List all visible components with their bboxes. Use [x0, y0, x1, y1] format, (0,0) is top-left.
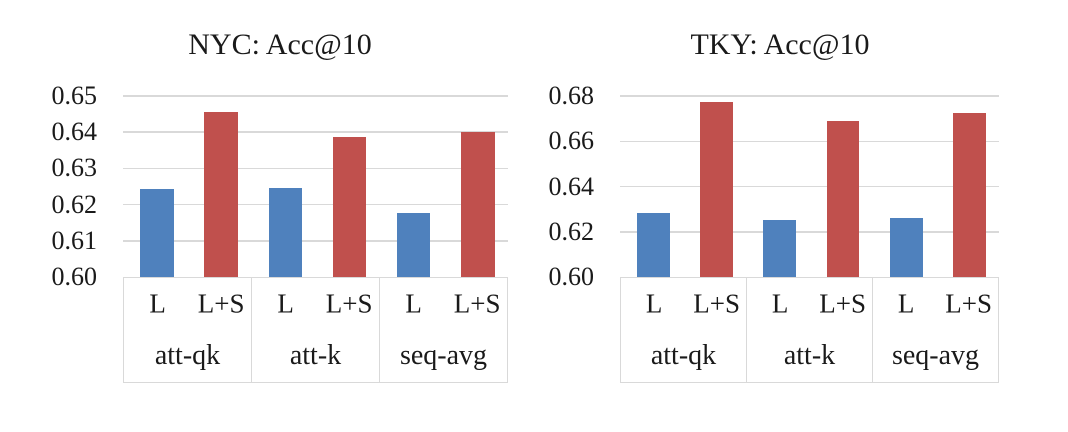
chart-tky-acc10: TKY: Acc@10 0.68 0.66 0.64 0.62 0.60 L L+S att-q… — [540, 10, 1020, 420]
bar-label-L+S: L+S — [453, 288, 501, 319]
bar-label-L+S: L+S — [945, 288, 992, 319]
chart-nyc-acc10: NYC: Acc@10 0.65 0.64 0.63 0.62 0.61 0.60 L L+S a… — [40, 10, 520, 420]
category-label-att-qk: att-qk — [650, 340, 717, 371]
bar-L-seq-avg — [889, 217, 923, 277]
category-group-seq-avg: L L+S seq-avg — [873, 278, 998, 382]
bar-label-row: L L+S — [380, 278, 507, 330]
y-axis-tick-label: 0.61 — [51, 225, 98, 255]
category-axis: L L+S att-qk L L+S att-k L L+S seq-avg — [123, 277, 508, 383]
category-label-att-k: att-k — [289, 340, 342, 371]
y-axis-tick-label: 0.62 — [548, 216, 595, 246]
y-axis-tick-label: 0.64 — [51, 117, 98, 147]
y-axis-tick-label: 0.60 — [51, 262, 98, 291]
gridline — [123, 240, 508, 242]
bar-L+S-seq-avg — [952, 113, 986, 277]
plot-area: 0.68 0.66 0.64 0.62 0.60 — [549, 83, 999, 290]
bar-label-L+S: L+S — [819, 288, 866, 319]
bar-L+S-att-k — [332, 137, 367, 277]
category-label-att-k: att-k — [783, 340, 836, 371]
y-axis-tick-label: 0.62 — [51, 189, 98, 219]
chart-title: TKY: Acc@10 — [690, 28, 870, 61]
bar-label-L+S: L+S — [325, 288, 373, 319]
bar-label-L: L — [897, 288, 915, 319]
gridline — [123, 95, 508, 97]
category-label-seq-avg: seq-avg — [399, 340, 488, 371]
category-label-att-qk: att-qk — [154, 340, 221, 371]
bar-label-L: L — [405, 288, 422, 319]
category-group-seq-avg: L L+S seq-avg — [380, 278, 507, 382]
bar-label-L: L — [149, 288, 166, 319]
bar-L+S-att-k — [826, 120, 860, 277]
bar-L+S-att-qk — [204, 112, 238, 277]
bar-label-L: L — [771, 288, 789, 319]
bar-L-seq-avg — [396, 212, 431, 277]
bar-label-row: L L+S — [124, 278, 251, 330]
category-group-att-k: L L+S att-k — [252, 278, 380, 382]
y-axis-tick-label: 0.66 — [548, 126, 595, 156]
bar-label-L+S: L+S — [693, 288, 740, 319]
y-axis-tick-label: 0.68 — [548, 81, 595, 110]
bar-label-L+S: L+S — [197, 288, 245, 319]
category-group-att-qk: L L+S att-qk — [124, 278, 252, 382]
category-axis: L L+S att-qk L L+S att-k L L+S seq-avg — [620, 277, 999, 383]
bar-label-L: L — [277, 288, 294, 319]
y-axis-tick-label: 0.64 — [548, 171, 595, 201]
gridline — [620, 140, 999, 142]
bar-L+S-att-qk — [700, 102, 734, 277]
bar-L-att-k — [268, 187, 303, 277]
gridline — [620, 185, 999, 188]
y-axis-tick-label: 0.63 — [51, 153, 98, 183]
bar-L-att-qk — [140, 188, 174, 277]
gridline — [620, 231, 999, 233]
category-label-seq-avg: seq-avg — [891, 340, 980, 371]
bar-label-L: L — [645, 288, 663, 319]
chart-title: NYC: Acc@10 — [188, 28, 372, 61]
y-axis-tick-label: 0.65 — [51, 81, 98, 110]
bar-label-row: L L+S — [873, 278, 998, 330]
plot-area: 0.65 0.64 0.63 0.62 0.61 0.60 — [52, 83, 508, 290]
gridline — [123, 167, 508, 170]
gridline — [123, 203, 508, 206]
bar-L-att-k — [763, 220, 797, 277]
category-group-att-k: L L+S att-k — [747, 278, 873, 382]
category-group-att-qk: L L+S att-qk — [621, 278, 747, 382]
gridline — [123, 131, 508, 133]
bar-L+S-seq-avg — [461, 131, 495, 277]
bar-L-att-qk — [637, 212, 670, 277]
bar-label-row: L L+S — [252, 278, 379, 330]
bar-label-row: L L+S — [621, 278, 746, 330]
y-axis-tick-label: 0.60 — [548, 262, 595, 291]
gridline — [620, 95, 999, 97]
bar-label-row: L L+S — [747, 278, 872, 330]
